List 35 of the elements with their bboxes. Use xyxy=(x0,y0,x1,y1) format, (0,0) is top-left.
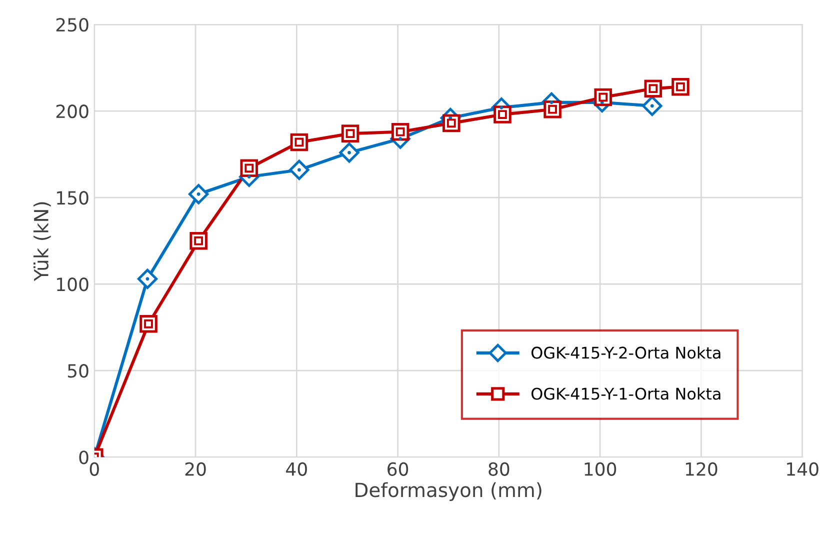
x-tick-label: 120 xyxy=(686,462,718,476)
point xyxy=(240,159,258,178)
x-axis-title: Deformasyon (mm) xyxy=(356,482,542,502)
point xyxy=(544,100,562,118)
point xyxy=(442,114,460,132)
point xyxy=(290,133,308,152)
point xyxy=(642,96,662,116)
y-axis-title: Yük (kN) xyxy=(33,202,51,282)
y-tick-label: 100 xyxy=(57,278,88,292)
point xyxy=(289,160,310,180)
point xyxy=(494,106,512,124)
y-tick-label: 150 xyxy=(57,191,88,205)
legend-label: OGK-415-Y-1-Orta Nokta xyxy=(532,387,720,400)
y-tick-label: 50 xyxy=(68,364,88,378)
x-tick-label: 60 xyxy=(388,462,408,476)
point xyxy=(339,142,360,163)
point xyxy=(391,122,410,141)
x-tick-label: 20 xyxy=(185,462,206,476)
point xyxy=(137,268,158,289)
legend-label: OGK-415-Y-2-Orta Nokta xyxy=(532,346,720,359)
point xyxy=(190,232,208,250)
y-tick-label: 0 xyxy=(79,450,88,464)
y-tick-label: 250 xyxy=(56,18,88,32)
point xyxy=(672,78,690,96)
point xyxy=(140,314,158,333)
x-tick-label: 100 xyxy=(584,462,616,476)
x-tick-label: 80 xyxy=(488,462,510,476)
x-tick-label: 40 xyxy=(286,462,307,476)
point xyxy=(644,80,662,98)
y-tick-label: 200 xyxy=(56,104,88,118)
point xyxy=(594,88,612,106)
point xyxy=(188,184,209,204)
x-tick-label: 0 xyxy=(90,462,99,476)
x-tick-label: 140 xyxy=(787,462,818,476)
point xyxy=(341,124,360,142)
